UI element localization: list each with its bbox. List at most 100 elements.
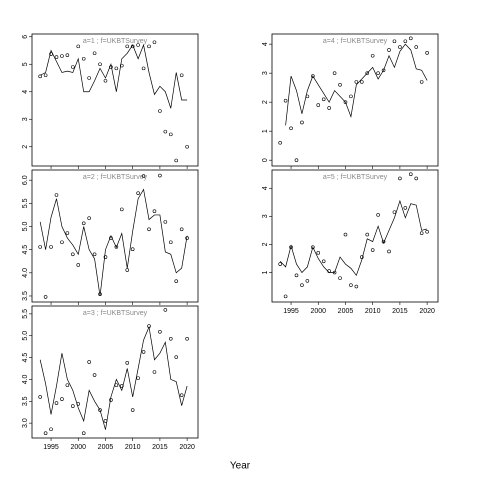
data-point bbox=[49, 245, 53, 249]
data-point bbox=[321, 97, 326, 102]
y-tick-label: 2 bbox=[262, 100, 269, 104]
data-point bbox=[54, 55, 59, 59]
x-tick-label: 2005 bbox=[98, 444, 114, 451]
data-point bbox=[365, 71, 370, 75]
data-point bbox=[87, 76, 91, 80]
data-point bbox=[338, 82, 342, 87]
data-point bbox=[114, 383, 119, 387]
data-point bbox=[408, 172, 413, 177]
data-point bbox=[316, 251, 321, 255]
x-tick-label: 2000 bbox=[70, 444, 86, 451]
y-tick-label: 3 bbox=[262, 71, 269, 75]
panel-title: a=4 ; f=UKBTSurvey bbox=[323, 38, 388, 45]
data-point bbox=[278, 140, 282, 145]
data-point bbox=[38, 74, 42, 79]
data-point bbox=[114, 245, 119, 249]
data-point bbox=[92, 252, 97, 257]
data-point bbox=[120, 384, 124, 388]
panel-frame bbox=[31, 169, 199, 303]
x-tick-label: 2020 bbox=[419, 308, 435, 315]
data-point bbox=[311, 245, 315, 250]
data-point bbox=[71, 404, 75, 408]
data-point bbox=[71, 65, 75, 69]
data-point bbox=[376, 213, 380, 217]
data-point bbox=[185, 144, 189, 149]
data-point bbox=[60, 54, 64, 58]
x-tick-label: 2010 bbox=[125, 444, 141, 451]
data-point bbox=[130, 408, 135, 412]
data-point bbox=[168, 240, 173, 245]
data-point bbox=[163, 220, 168, 224]
y-tick-label: 5.5 bbox=[22, 198, 29, 208]
data-point bbox=[81, 56, 86, 61]
data-point bbox=[103, 255, 108, 259]
data-point bbox=[392, 39, 397, 44]
data-point bbox=[125, 44, 130, 49]
data-point bbox=[158, 173, 162, 178]
data-point bbox=[354, 284, 359, 289]
data-point bbox=[76, 263, 81, 267]
data-point bbox=[125, 268, 130, 272]
fit-line bbox=[40, 43, 188, 109]
data-point bbox=[283, 294, 288, 299]
data-point bbox=[87, 360, 91, 364]
data-point bbox=[98, 62, 102, 67]
data-point bbox=[168, 132, 173, 137]
data-point bbox=[179, 227, 184, 232]
data-point bbox=[425, 229, 429, 234]
y-tick-label: 3.0 bbox=[22, 418, 29, 428]
y-tick-label: 2 bbox=[22, 145, 29, 149]
data-point bbox=[130, 247, 135, 251]
data-point bbox=[92, 51, 97, 56]
data-point bbox=[300, 120, 304, 125]
data-point bbox=[354, 80, 359, 84]
x-tick-label: 2015 bbox=[392, 308, 408, 315]
x-tick-label: 2020 bbox=[179, 444, 195, 451]
data-point bbox=[321, 259, 326, 264]
y-tick-label: 3 bbox=[22, 117, 29, 121]
data-point bbox=[43, 73, 48, 78]
data-point bbox=[398, 45, 402, 49]
data-point bbox=[163, 308, 168, 312]
x-tick-label: 1995 bbox=[43, 444, 59, 451]
x-tick-label: 2000 bbox=[310, 308, 326, 315]
data-point bbox=[49, 427, 53, 432]
x-tick-label: 2010 bbox=[365, 308, 381, 315]
data-point bbox=[158, 109, 162, 113]
y-tick-label: 4.0 bbox=[22, 374, 29, 384]
data-point bbox=[360, 80, 364, 84]
data-point bbox=[381, 68, 386, 73]
data-point bbox=[349, 283, 353, 287]
panel-frame bbox=[271, 33, 439, 167]
data-point bbox=[414, 176, 419, 181]
y-tick-label: 3.5 bbox=[22, 396, 29, 406]
data-point bbox=[174, 158, 179, 163]
x-tick-label: 2015 bbox=[152, 444, 168, 451]
data-point bbox=[294, 273, 299, 278]
data-point bbox=[163, 129, 168, 134]
data-point bbox=[120, 207, 124, 212]
data-point bbox=[327, 106, 331, 110]
data-point bbox=[349, 94, 353, 99]
data-point bbox=[403, 206, 408, 210]
fit-line bbox=[285, 43, 428, 126]
panel-title: a=5 ; f=UKBTSurvey bbox=[323, 174, 388, 181]
data-point bbox=[147, 44, 151, 49]
x-axis-label: Year bbox=[230, 461, 251, 472]
data-point bbox=[136, 191, 140, 195]
y-tick-label: 1 bbox=[262, 129, 269, 133]
panel-frame bbox=[271, 169, 439, 303]
data-point bbox=[71, 252, 75, 257]
data-point bbox=[370, 53, 375, 58]
data-point bbox=[414, 45, 419, 49]
y-tick-label: 4.5 bbox=[22, 245, 29, 255]
data-point bbox=[152, 370, 157, 374]
y-tick-label: 5.0 bbox=[22, 222, 29, 232]
data-point bbox=[43, 431, 48, 435]
y-tick-label: 5.0 bbox=[22, 331, 29, 341]
y-tick-label: 6 bbox=[22, 35, 29, 39]
data-point bbox=[289, 126, 293, 131]
y-tick-label: 4.0 bbox=[22, 268, 29, 278]
data-point bbox=[43, 295, 48, 299]
data-point bbox=[92, 373, 97, 377]
